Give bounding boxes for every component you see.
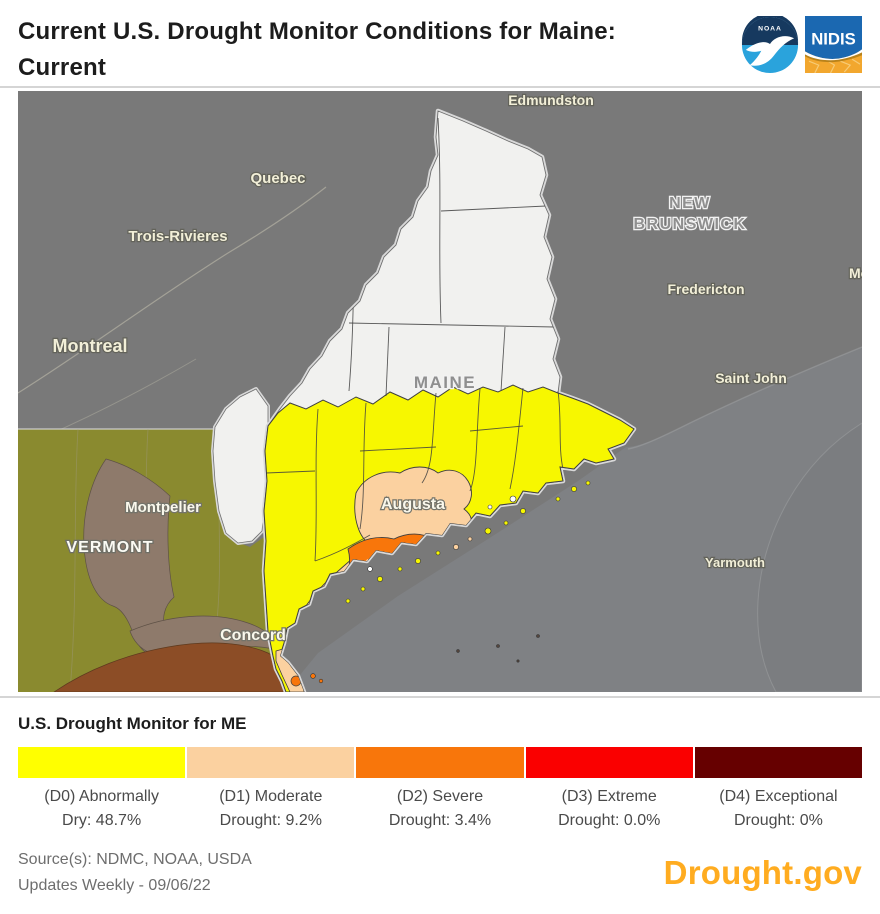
legend-label-d2: (D2) Severe Drought: 3.4% <box>388 788 492 829</box>
label-montpelier: Montpelier <box>125 499 201 516</box>
legend-title: U.S. Drought Monitor for ME <box>18 714 247 733</box>
label-montreal: Montreal <box>52 336 127 356</box>
source-text: Source(s): NDMC, NOAA, USDA <box>18 851 252 868</box>
river-line <box>45 358 197 437</box>
drought-map-svg[interactable]: Edmundston Quebec Trois-Rivieres Montrea… <box>18 91 862 692</box>
page-header: Current U.S. Drought Monitor Conditions … <box>0 0 880 86</box>
drought-gov-link[interactable]: Drought.gov <box>663 854 862 891</box>
label-augusta: Augusta <box>381 496 445 513</box>
footer: Source(s): NDMC, NOAA, USDA Updates Week… <box>0 847 880 899</box>
map-bottom-divider <box>0 696 880 698</box>
label-saint-john: Saint John <box>715 370 787 386</box>
legend: U.S. Drought Monitor for ME (D0) Abnorma… <box>0 714 880 833</box>
label-concord: Concord <box>220 627 286 644</box>
legend-label-d1: (D1) Moderate Drought: 9.2% <box>219 788 323 829</box>
label-maine: MAINE <box>414 373 476 392</box>
legend-swatch-d1 <box>187 747 355 778</box>
nb-coastline <box>627 346 862 450</box>
page-title: Current U.S. Drought Monitor Conditions … <box>18 18 616 81</box>
legend-swatch-d3 <box>525 747 693 778</box>
noaa-logo-icon[interactable]: NOAA <box>741 16 799 74</box>
legend-swatch-d4 <box>694 747 863 778</box>
ocean <box>286 347 862 692</box>
legend-label-d3: (D3) Extreme Drought: 0.0% <box>558 788 661 829</box>
nidis-soil-cracks <box>808 58 861 73</box>
drought-map[interactable]: Edmundston Quebec Trois-Rivieres Montrea… <box>18 91 862 692</box>
legend-label-d4: (D4) Exceptional Drought: 0% <box>719 788 838 829</box>
label-edmundston: Edmundston <box>508 92 594 108</box>
nidis-logo-icon[interactable]: NIDIS <box>805 16 862 73</box>
legend-swatch-d0 <box>18 747 186 778</box>
noaa-logo-text: NOAA <box>758 26 782 33</box>
label-new-brunswick-line1: NEW <box>669 195 711 212</box>
label-fredericton: Fredericton <box>667 281 744 297</box>
nova-scotia-land <box>757 422 862 692</box>
label-moncton-cut: Mon <box>849 265 862 281</box>
updates-text: Updates Weekly - 09/06/22 <box>18 877 211 894</box>
legend-labels: (D0) Abnormally Dry: 48.7% (D1) Moderate… <box>18 785 862 833</box>
label-vermont: VERMONT <box>67 539 154 556</box>
coastal-islands <box>310 480 591 684</box>
legend-swatch-bar <box>18 747 863 778</box>
st-lawrence-river <box>18 186 327 394</box>
noaa-seagull-icon <box>745 36 795 66</box>
label-yarmouth: Yarmouth <box>705 555 765 570</box>
label-new-brunswick-line2: BRUNSWICK <box>633 216 746 233</box>
source-block: Source(s): NDMC, NOAA, USDA Updates Week… <box>18 847 252 899</box>
label-quebec: Quebec <box>250 170 305 187</box>
label-trois-rivieres: Trois-Rivieres <box>128 228 227 245</box>
logo-group: NOAA NIDIS <box>741 14 862 74</box>
legend-swatch-d2 <box>356 747 524 778</box>
legend-label-d0: (D0) Abnormally Dry: 48.7% <box>44 788 159 829</box>
header-divider <box>0 86 880 88</box>
nidis-logo-text: NIDIS <box>811 30 856 49</box>
